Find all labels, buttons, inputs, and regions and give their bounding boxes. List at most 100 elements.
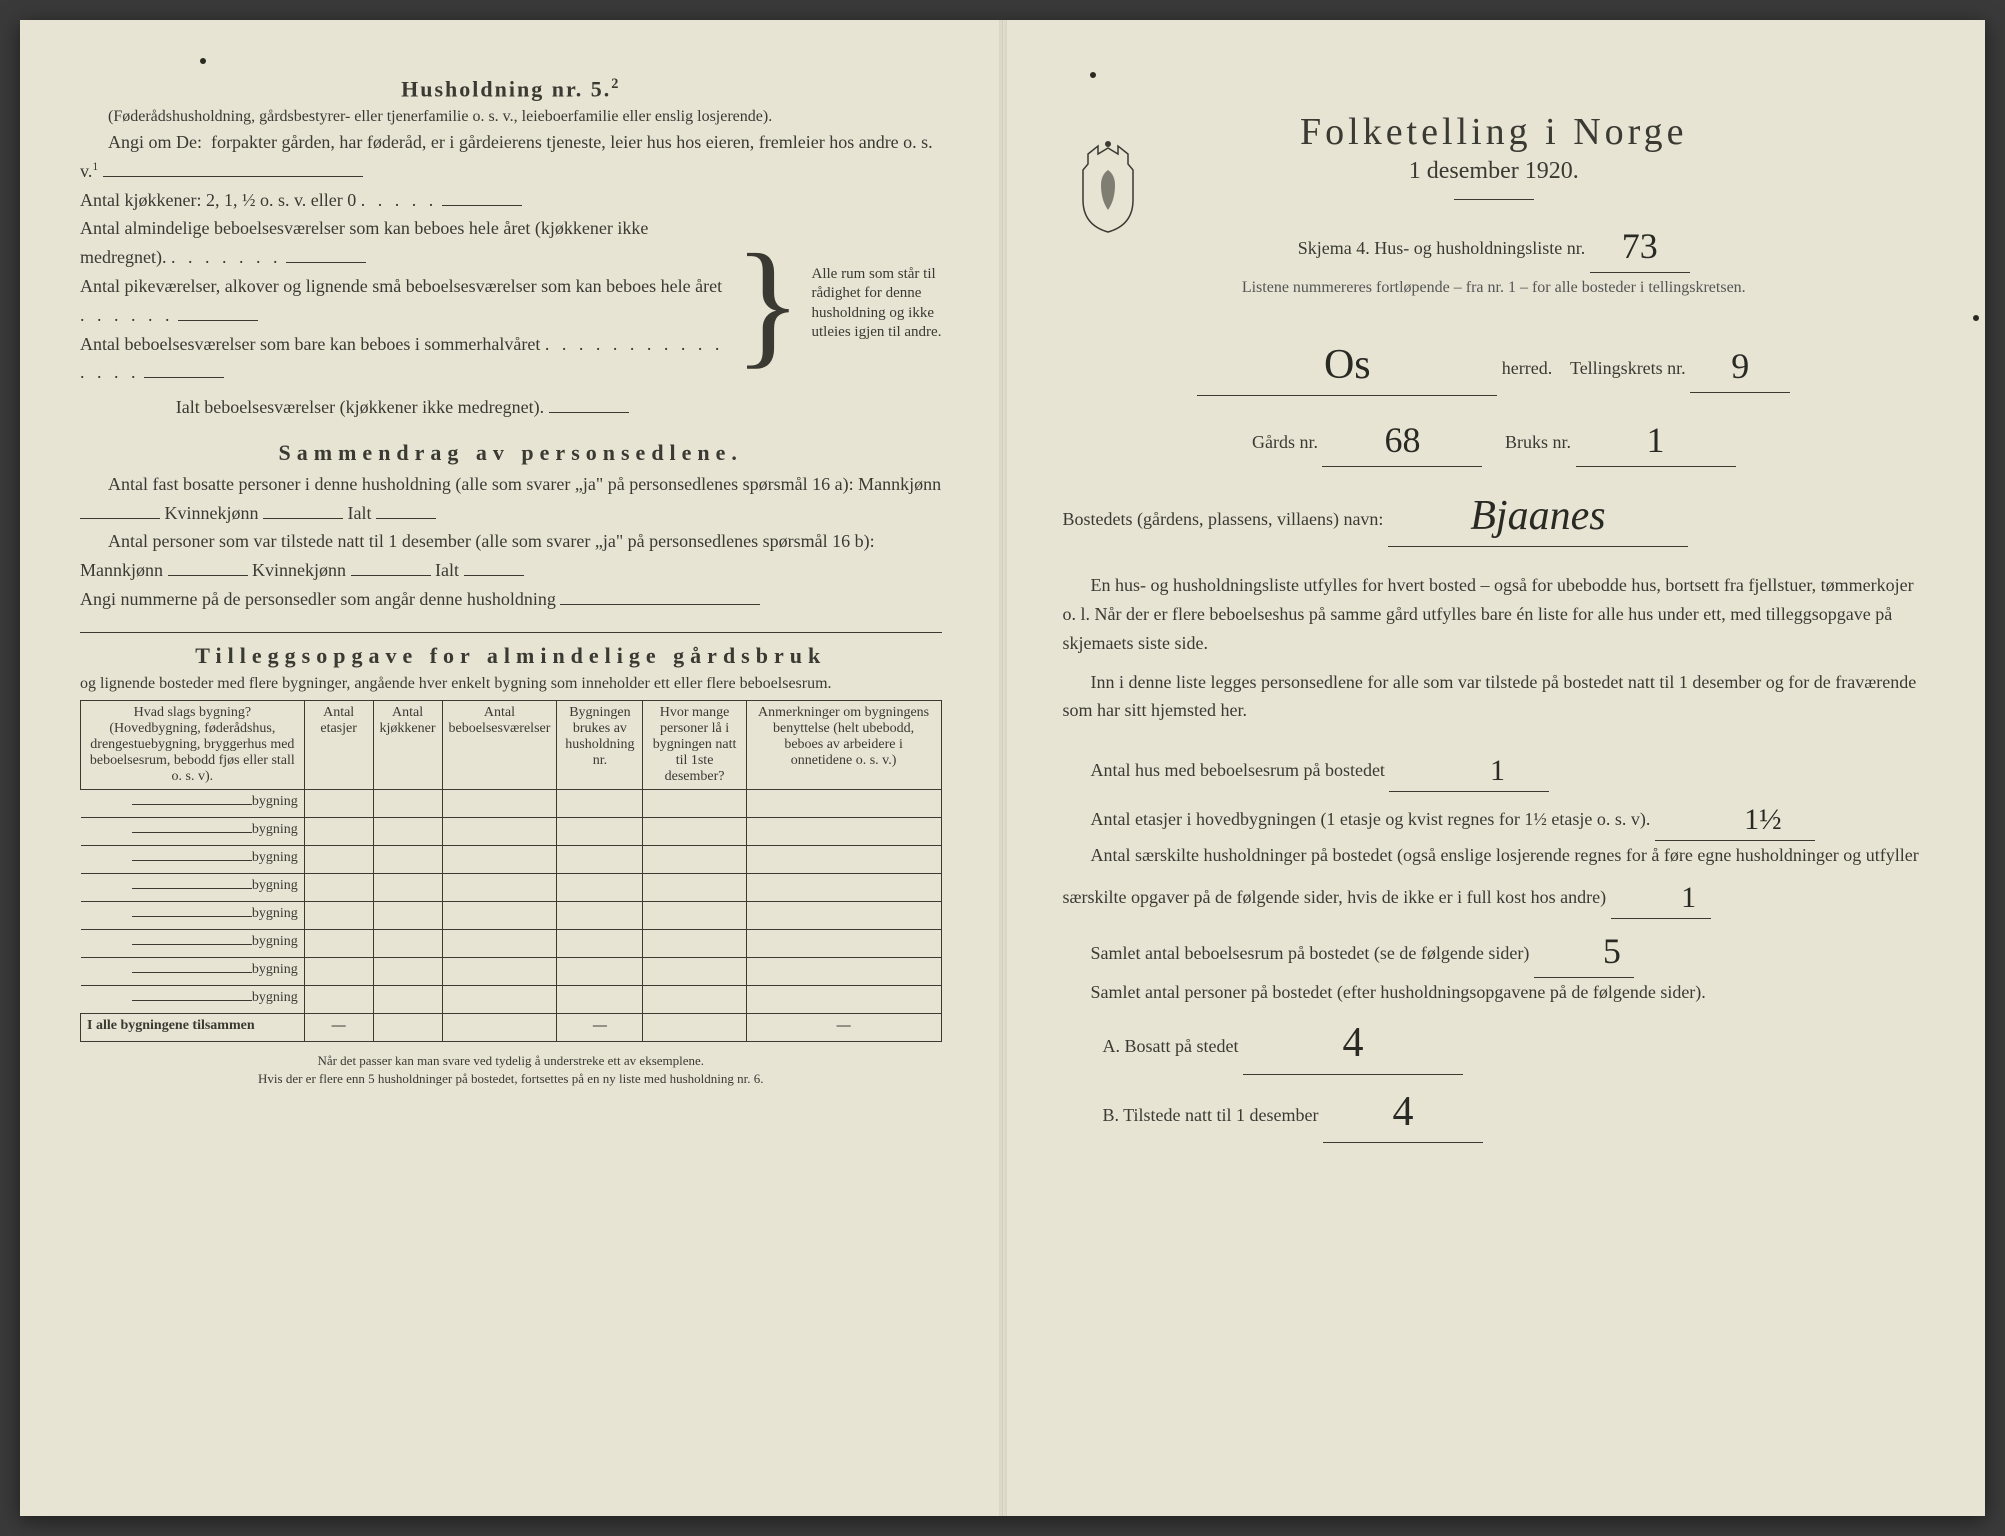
herred-value: Os xyxy=(1324,332,1371,399)
blank-cell xyxy=(442,902,557,930)
blank xyxy=(144,359,224,378)
blank-cell xyxy=(373,986,442,1014)
tillegg-sub: og lignende bosteder med flere bygninger… xyxy=(80,673,942,695)
blank xyxy=(560,586,760,605)
blank-cell xyxy=(643,902,746,930)
rooms1: Antal almindelige beboelsesværelser som … xyxy=(80,214,724,272)
blank xyxy=(263,500,343,519)
blank-cell xyxy=(373,846,442,874)
divider xyxy=(1454,199,1534,200)
qB: B. Tilstede natt til 1 desember 4 xyxy=(1103,1075,1926,1143)
q1-field: 1 xyxy=(1389,743,1549,792)
brace-icon: } xyxy=(734,244,801,363)
blank-cell xyxy=(557,958,643,986)
qA-field: 4 xyxy=(1243,1006,1463,1074)
row-label: bygning xyxy=(81,818,305,846)
total-label: I alle bygningene tilsammen xyxy=(81,1014,305,1042)
row-label: bygning xyxy=(81,958,305,986)
blank-cell xyxy=(643,874,746,902)
qB-value: 4 xyxy=(1393,1079,1414,1146)
bosted-label: Bostedets (gårdens, plassens, villaens) … xyxy=(1063,509,1384,529)
blank-cell xyxy=(643,930,746,958)
q4: Samlet antal beboelsesrum på bostedet (s… xyxy=(1063,919,1926,978)
table-row: bygning xyxy=(81,846,942,874)
qB-field: 4 xyxy=(1323,1075,1483,1143)
bruks-label: Bruks nr. xyxy=(1505,432,1571,452)
table-row: bygning xyxy=(81,930,942,958)
liste-nr-field: 73 xyxy=(1590,214,1690,273)
blank-cell xyxy=(557,874,643,902)
rooms2-text: Antal pikeværelser, alkover og lignende … xyxy=(80,276,722,296)
blank-cell xyxy=(746,818,941,846)
samm-p2: Antal personer som var tilstede natt til… xyxy=(80,527,942,585)
blank-cell xyxy=(304,846,373,874)
bruks-value: 1 xyxy=(1647,412,1665,470)
liste-nr-value: 73 xyxy=(1622,218,1658,276)
rooms-lines: Antal kjøkkener: 2, 1, ½ o. s. v. eller … xyxy=(80,186,724,422)
main-subtitle: 1 desember 1920. xyxy=(1063,158,1926,185)
th-2: Antal kjøkkener xyxy=(373,701,442,790)
skjema-sub: Listene nummereres fortløpende – fra nr.… xyxy=(1063,277,1926,299)
blank xyxy=(178,302,258,321)
rooms-total-text: Ialt beboelsesværelser (kjøkkener ikke m… xyxy=(176,397,544,417)
q2: Antal etasjer i hovedbygningen (1 etasje… xyxy=(1063,792,1926,841)
coat-of-arms-icon xyxy=(1073,140,1143,240)
blank-cell xyxy=(304,930,373,958)
blank-cell xyxy=(746,902,941,930)
q1-value: 1 xyxy=(1462,747,1505,795)
skjema-text: Skjema 4. Hus- og husholdningsliste nr. xyxy=(1298,238,1586,258)
divider xyxy=(80,632,942,633)
samm-p1-text: Antal fast bosatte personer i denne hush… xyxy=(108,474,941,494)
blank-cell xyxy=(442,986,557,1014)
para2: Inn i denne liste legges personsedlene f… xyxy=(1063,668,1926,726)
right-header: Folketelling i Norge 1 desember 1920. Sk… xyxy=(1063,110,1926,298)
blank-cell xyxy=(643,958,746,986)
row-label: bygning xyxy=(81,846,305,874)
th-6: Anmerkninger om bygningens benyttelse (h… xyxy=(746,701,941,790)
skjema-line: Skjema 4. Hus- og husholdningsliste nr. … xyxy=(1063,214,1926,273)
th-4: Bygningen brukes av husholdning nr. xyxy=(557,701,643,790)
herred-field: Os xyxy=(1197,328,1497,396)
qA-value: 4 xyxy=(1342,1010,1363,1077)
blank xyxy=(351,557,431,576)
main-title: Folketelling i Norge xyxy=(1063,110,1926,154)
rooms-block: Antal kjøkkener: 2, 1, ½ o. s. v. eller … xyxy=(80,186,942,422)
gards-field: 68 xyxy=(1322,408,1482,467)
blank-cell xyxy=(643,818,746,846)
gards-value: 68 xyxy=(1384,412,1420,470)
blank-cell xyxy=(304,958,373,986)
blank xyxy=(442,187,522,206)
blank-cell xyxy=(746,846,941,874)
blank-cell xyxy=(442,874,557,902)
blank-cell xyxy=(373,902,442,930)
table-total-row: I alle bygningene tilsammen — — — xyxy=(81,1014,942,1042)
h5-para2: Angi om De: forpakter gården, har føderå… xyxy=(80,128,942,186)
row-label: bygning xyxy=(81,986,305,1014)
blank xyxy=(80,500,160,519)
blank-cell xyxy=(643,986,746,1014)
blank-cell xyxy=(643,790,746,818)
blank xyxy=(103,158,363,177)
blank-cell xyxy=(304,874,373,902)
blank-cell xyxy=(373,958,442,986)
tellingskrets-field: 9 xyxy=(1690,334,1790,393)
husholdning-5-title: Husholdning nr. 5.2 xyxy=(80,76,942,102)
blank-cell xyxy=(557,846,643,874)
q3: Antal særskilte husholdninger på bostede… xyxy=(1063,841,1926,919)
blank-cell xyxy=(304,902,373,930)
kv-label2: Kvinnekjønn xyxy=(252,560,346,580)
bosted-line: Bostedets (gårdens, plassens, villaens) … xyxy=(1063,479,1926,547)
q5: Samlet antal personer på bostedet (efter… xyxy=(1063,978,1926,1007)
q3-value: 1 xyxy=(1653,874,1696,922)
blank-cell xyxy=(373,874,442,902)
row-label: bygning xyxy=(81,790,305,818)
census-document: Husholdning nr. 5.2 (Føderådshusholdning… xyxy=(20,20,1985,1516)
blank-cell xyxy=(643,846,746,874)
brace-note: Alle rum som står til rådighet for denne… xyxy=(812,265,942,343)
h5-para1: (Føderådshusholdning, gårdsbestyrer- ell… xyxy=(80,106,942,128)
blank xyxy=(168,557,248,576)
footnote: Når det passer kan man svare ved tydelig… xyxy=(80,1052,942,1087)
tellingskrets-label: Tellingskrets nr. xyxy=(1570,358,1686,378)
samm-p3-text: Angi nummerne på de personsedler som ang… xyxy=(80,589,556,609)
row-label: bygning xyxy=(81,874,305,902)
